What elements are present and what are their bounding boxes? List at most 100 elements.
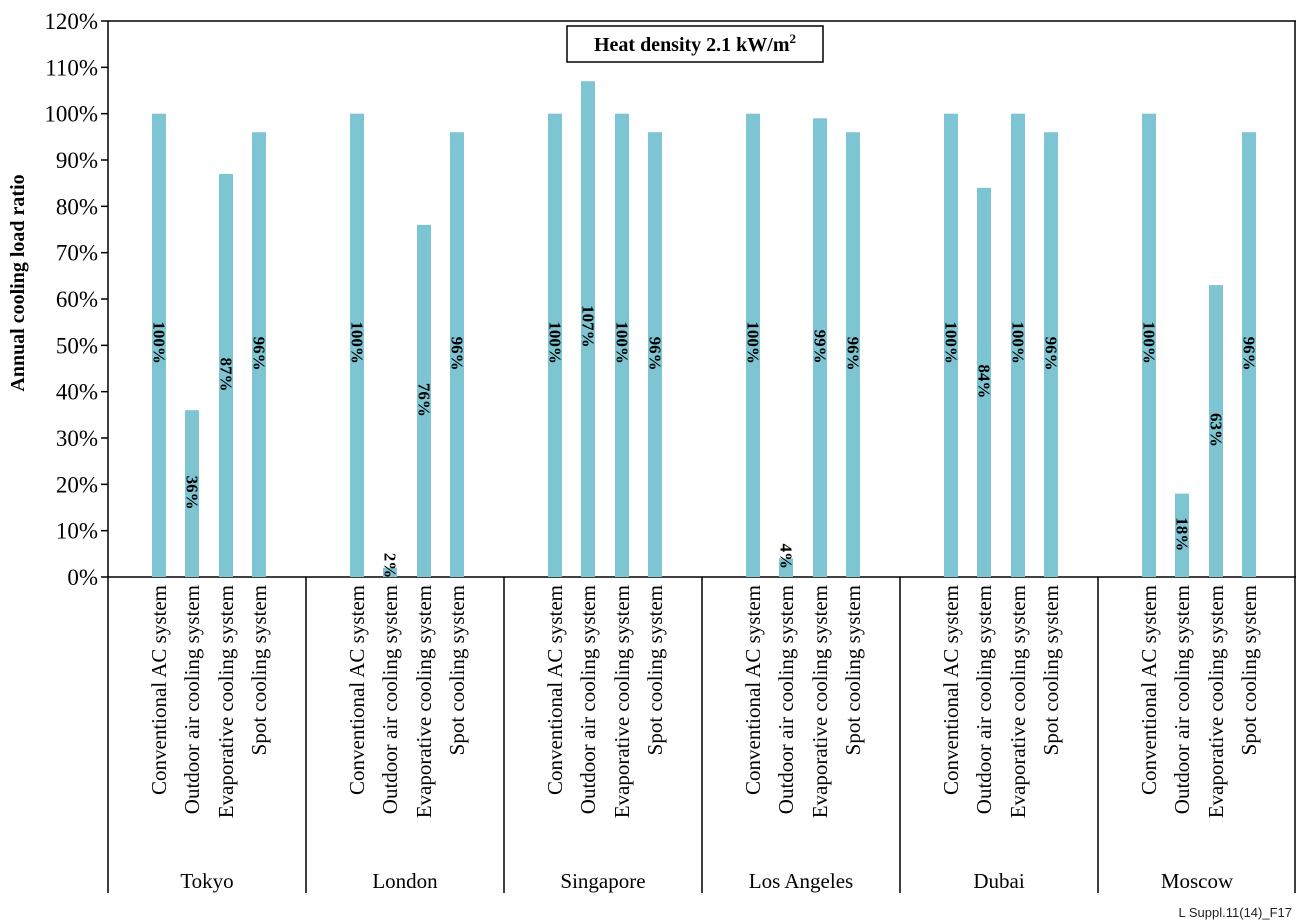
y-tick-label: 110%: [45, 55, 98, 80]
x-category-label: Evaporative cooling system: [412, 585, 436, 818]
y-tick-label: 120%: [44, 9, 98, 34]
bar-data-label: 96%: [448, 337, 467, 371]
bar-data-label: 96%: [1240, 337, 1259, 371]
y-tick-label: 30%: [56, 426, 98, 451]
bar: [152, 113, 166, 578]
bar: [813, 118, 827, 578]
y-tick-label: 50%: [56, 333, 98, 358]
title-box: [566, 25, 824, 63]
x-category-label: Conventional AC system: [1137, 585, 1161, 795]
y-tick-label: 10%: [56, 519, 98, 544]
y-tick-label: 90%: [56, 148, 98, 173]
x-category-label: Evaporative cooling system: [808, 585, 832, 818]
bar-data-label: 96%: [1042, 337, 1061, 371]
bar: [977, 187, 991, 578]
title-superscript: 2: [790, 31, 797, 46]
bar: [1175, 493, 1189, 577]
bar-data-label: 100%: [546, 321, 565, 364]
x-category-label: Outdoor air cooling system: [378, 585, 402, 814]
bar: [383, 567, 397, 577]
bars: 100% 36% 87% 96% 100% 2% 76% 96% 100% 107% 100% 96%…: [150, 81, 1259, 578]
x-category-label: Evaporative cooling system: [214, 585, 238, 818]
x-category-label: Outdoor air cooling system: [180, 585, 204, 814]
bar: [417, 224, 431, 577]
bar-data-label: 4%: [777, 543, 796, 569]
bar-data-label: 99%: [811, 330, 830, 364]
x-category-label: Outdoor air cooling system: [576, 585, 600, 814]
bar-data-label: 2%: [381, 553, 400, 579]
x-category-label: Conventional AC system: [147, 585, 171, 795]
x-category-label: Conventional AC system: [543, 585, 567, 795]
bar: [581, 81, 595, 577]
x-category-label: Spot cooling system: [841, 585, 865, 755]
chart-title: Heat density 2.1 kW/m2: [566, 25, 824, 63]
bar-data-label: 100%: [1009, 321, 1028, 364]
x-category-label: Outdoor air cooling system: [1170, 585, 1194, 814]
bar-data-label: 100%: [744, 321, 763, 364]
bar-data-label: 100%: [1140, 321, 1159, 364]
bar-data-label: 87%: [217, 357, 236, 391]
x-category-label: Conventional AC system: [741, 585, 765, 795]
bar: [846, 132, 860, 577]
x-category-label: Evaporative cooling system: [610, 585, 634, 818]
title-main: Heat density 2.1 kW/m: [594, 34, 790, 56]
group-label: Los Angeles: [749, 869, 853, 893]
bar-data-label: 100%: [348, 321, 367, 364]
y-tick-label: 40%: [56, 380, 98, 405]
bar-data-label: 76%: [415, 383, 434, 417]
group-label: London: [372, 869, 438, 893]
bar-data-label: 100%: [613, 321, 632, 364]
bar: [648, 132, 662, 577]
bar-data-label: 100%: [942, 321, 961, 364]
bar-data-label: 107%: [579, 305, 598, 348]
bar: [450, 132, 464, 577]
group-label: Singapore: [560, 869, 645, 893]
y-axis-label: Annual cooling load ratio: [7, 174, 29, 391]
group-label: Dubai: [973, 869, 1024, 893]
group-label: Moscow: [1161, 869, 1234, 893]
x-category-label: Outdoor air cooling system: [972, 585, 996, 814]
y-tick-label: 100%: [44, 102, 98, 127]
y-axis: 0% 10% 20% 30% 40% 50% 60% 70% 80% 90% 100% 110% 120…: [44, 9, 108, 590]
bar-data-label: 84%: [975, 364, 994, 398]
y-tick-label: 70%: [56, 241, 98, 266]
group-label: Tokyo: [180, 869, 233, 893]
bar: [779, 558, 793, 577]
y-tick-label: 80%: [56, 194, 98, 219]
x-category-label: Evaporative cooling system: [1204, 585, 1228, 818]
bar: [350, 113, 364, 578]
bar-data-label: 96%: [646, 337, 665, 371]
bar-data-label: 18%: [1173, 517, 1192, 551]
x-category-label: Spot cooling system: [1039, 585, 1063, 755]
x-category-label: Evaporative cooling system: [1006, 585, 1030, 818]
bar: [1242, 132, 1256, 577]
bar-data-label: 63%: [1207, 413, 1226, 447]
bar: [746, 113, 760, 578]
bar-data-label: 36%: [183, 476, 202, 510]
x-category-label: Conventional AC system: [939, 585, 963, 795]
x-category-label: Outdoor air cooling system: [774, 585, 798, 814]
x-category-label: Conventional AC system: [345, 585, 369, 795]
bar-data-label: 96%: [844, 337, 863, 371]
bar: [944, 113, 958, 578]
title-text: Heat density 2.1 kW/m2: [594, 31, 796, 56]
y-tick-label: 0%: [67, 565, 98, 590]
bar: [185, 410, 199, 577]
bar: [1142, 113, 1156, 578]
x-category-label: Spot cooling system: [643, 585, 667, 755]
bar: [1209, 285, 1223, 577]
x-category-label: Spot cooling system: [1237, 585, 1261, 755]
bar: [1044, 132, 1058, 577]
x-axis: Conventional AC system Outdoor air coolin…: [147, 577, 1261, 893]
bar: [548, 113, 562, 578]
y-tick-label: 60%: [56, 287, 98, 312]
bar: [219, 173, 233, 577]
bar: [252, 132, 266, 577]
bar-data-label: 100%: [150, 321, 169, 364]
bar: [1011, 113, 1025, 578]
y-tick-label: 20%: [56, 472, 98, 497]
bar: [615, 113, 629, 578]
x-category-label: Spot cooling system: [247, 585, 271, 755]
footnote: L Suppl.11(14)_F17: [1179, 905, 1292, 920]
